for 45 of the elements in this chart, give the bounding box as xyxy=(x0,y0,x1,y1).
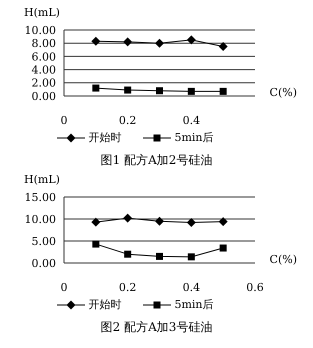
y-tick-label: 2.00 xyxy=(32,76,56,90)
point xyxy=(124,86,132,94)
y-tick-label: 10.00 xyxy=(24,212,56,226)
point xyxy=(155,38,164,48)
legend-label: 5min后 xyxy=(174,297,214,312)
text: 图2 配方A加3号硅油 xyxy=(100,319,214,336)
x-axis-title: C(%) xyxy=(270,86,297,99)
point xyxy=(218,217,228,226)
point xyxy=(156,252,163,260)
point xyxy=(218,42,228,51)
point xyxy=(220,244,227,252)
point xyxy=(91,218,100,227)
point xyxy=(124,250,132,258)
legend-label: 5min后 xyxy=(174,130,214,145)
y-tick-label: 10.00 xyxy=(24,24,56,37)
y-tick-label: 15.00 xyxy=(24,190,56,204)
point xyxy=(186,35,196,44)
x-axis-title: C(%) xyxy=(270,252,297,266)
x-tick-label: 0.4 xyxy=(182,280,200,294)
x-tick-label: 0 xyxy=(60,114,68,127)
y-tick-label: 0.00 xyxy=(32,256,56,270)
y-tick-label: 4.00 xyxy=(32,64,56,77)
y-tick-label: 8.00 xyxy=(32,37,56,50)
point xyxy=(92,240,100,248)
legend-label: 开始时 xyxy=(88,130,122,145)
x-tick-label: 0.4 xyxy=(182,114,200,127)
point xyxy=(188,88,195,95)
y-tick-label: 5.00 xyxy=(32,234,56,248)
x-tick-label: 0.2 xyxy=(118,280,136,294)
y-tick-label: 0.00 xyxy=(32,90,56,103)
y-tick-label: 6.00 xyxy=(32,50,56,64)
point xyxy=(91,36,100,46)
point xyxy=(92,84,100,92)
legend-label: 开始时 xyxy=(88,297,122,312)
point xyxy=(123,37,132,46)
x-tick-label: 0.2 xyxy=(118,114,136,127)
point xyxy=(155,216,164,226)
x-tick-label: 0 xyxy=(60,280,68,294)
text: 图1 配方A加2号硅油 xyxy=(100,152,214,169)
x-tick-label: 0.6 xyxy=(246,280,264,294)
point xyxy=(220,88,227,95)
point xyxy=(186,218,196,228)
point xyxy=(156,87,163,94)
point xyxy=(188,253,195,260)
point xyxy=(123,214,132,223)
